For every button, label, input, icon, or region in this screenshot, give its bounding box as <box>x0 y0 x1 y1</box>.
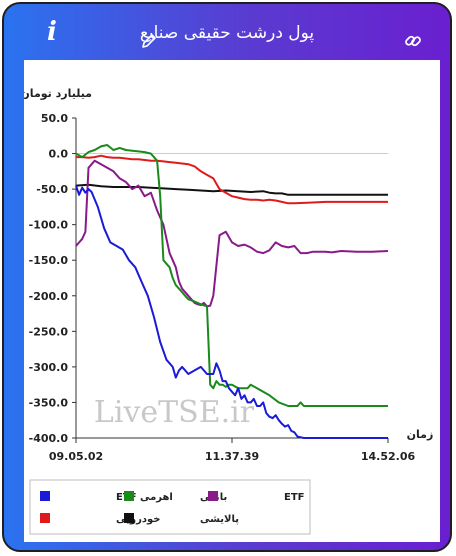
x-tick-label: 11.37.39 <box>205 450 259 463</box>
y-tick-label: -250.0 <box>29 325 69 338</box>
series-line <box>75 185 388 439</box>
legend-label: خودرویی <box>116 514 160 525</box>
card-title: پول درشت حقیقی صنایع <box>139 23 315 43</box>
y-tick-label: -200.0 <box>29 290 69 303</box>
legend: ETF اهرمیبانکیETFخودروییپالایشی <box>29 479 311 535</box>
x-axis: 09.05.02 11.37.39 14.52.06 <box>49 437 416 463</box>
legend-swatch <box>124 491 134 501</box>
y-tick-label: -400.0 <box>29 432 69 445</box>
y-tick-label: -50.0 <box>36 183 68 196</box>
x-axis-label: زمان <box>407 428 434 441</box>
series-line <box>75 159 389 308</box>
card-header: i پول درشت حقیقی صنایع <box>4 4 450 60</box>
y-tick-label: -300.0 <box>29 361 69 374</box>
series-line <box>76 154 388 205</box>
legend-swatch <box>208 491 218 501</box>
legend-swatch <box>40 513 50 523</box>
legend-label: ETF اهرمی <box>116 492 173 503</box>
y-tick-label: -350.0 <box>29 396 69 409</box>
chart-panel: میلیارد تومان 50.0 0.0 -50.0 -100.0 -150.0 -2… <box>20 60 440 542</box>
legend-box <box>29 479 311 535</box>
y-tick-label: 0.0 <box>49 148 69 161</box>
watermark: LiveTSE.ir <box>94 395 255 430</box>
chart-series <box>75 144 389 439</box>
series-line <box>75 183 388 196</box>
chart-card: i پول درشت حقیقی صنایع میلیارد تومان 50.… <box>2 2 452 552</box>
line-chart: میلیارد تومان 50.0 0.0 -50.0 -100.0 -150.0 -2… <box>20 87 434 535</box>
legend-swatch <box>124 513 134 523</box>
y-axis: 50.0 0.0 -50.0 -100.0 -150.0 -200.0 -250.0 -300… <box>29 112 388 445</box>
y-tick-label: -150.0 <box>29 254 69 267</box>
info-icon[interactable]: i <box>47 17 57 47</box>
legend-label: ETF <box>284 492 304 503</box>
legend-label: پالایشی <box>200 514 239 525</box>
legend-swatch <box>40 491 50 501</box>
x-tick-label: 09.05.02 <box>49 450 103 463</box>
y-tick-label: 50.0 <box>41 112 68 125</box>
y-tick-label: -100.0 <box>29 219 69 232</box>
y-axis-label: میلیارد تومان <box>24 87 92 100</box>
link-icon[interactable] <box>404 32 422 50</box>
pencil-icon[interactable] <box>140 32 158 50</box>
x-tick-label: 14.52.06 <box>361 450 416 463</box>
series-line <box>75 144 388 407</box>
